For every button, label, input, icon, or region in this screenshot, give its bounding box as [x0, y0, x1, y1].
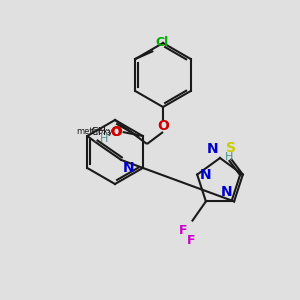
Text: O: O	[110, 125, 121, 139]
Text: O: O	[110, 125, 122, 139]
Text: N: N	[206, 142, 218, 156]
Text: H: H	[225, 152, 233, 162]
Text: N: N	[220, 185, 232, 200]
Text: S: S	[226, 141, 236, 154]
Text: CH₃: CH₃	[90, 127, 111, 137]
Text: F: F	[178, 224, 187, 237]
Text: Cl: Cl	[155, 36, 169, 49]
Text: O: O	[157, 119, 169, 133]
Text: F: F	[186, 234, 195, 248]
Text: H: H	[100, 134, 109, 144]
Text: N: N	[122, 161, 134, 175]
Text: methoxy: methoxy	[76, 128, 113, 136]
Text: N: N	[200, 168, 212, 182]
